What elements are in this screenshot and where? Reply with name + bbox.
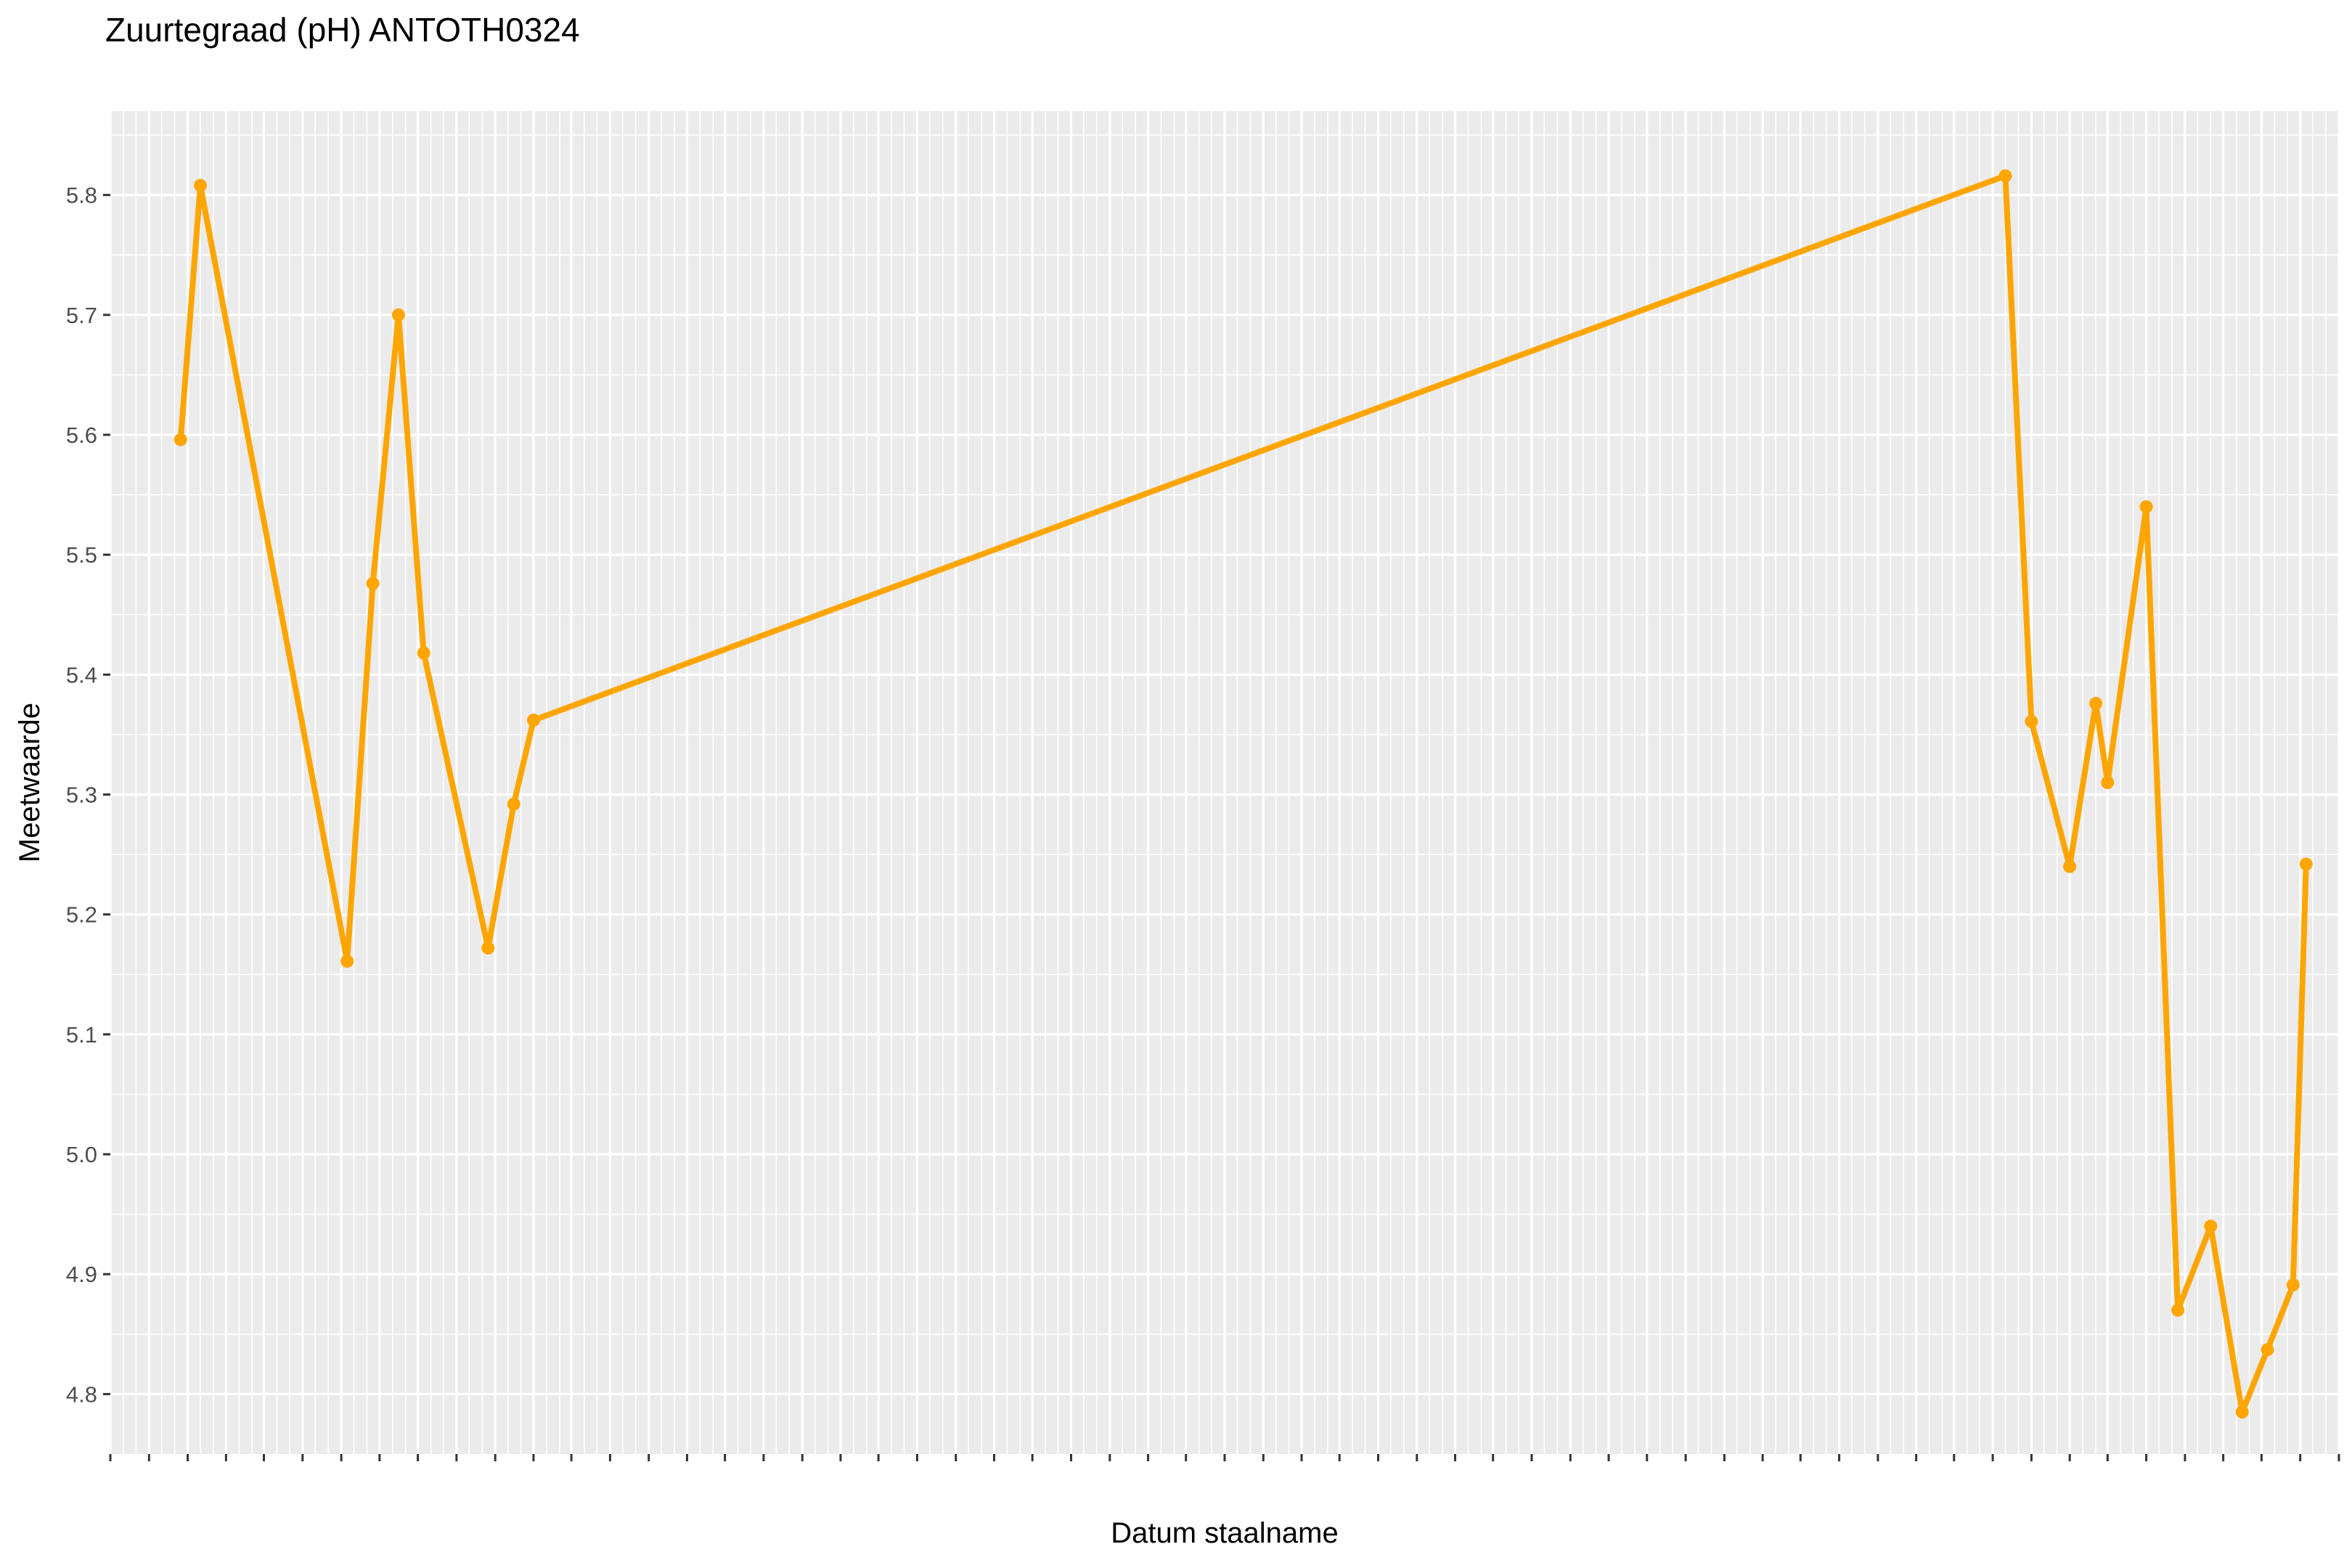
y-tick-label: 5.6 (66, 422, 97, 448)
x-axis-title: Datum staalname (1111, 1517, 1338, 1549)
data-point (194, 179, 208, 192)
y-tick-label: 5.2 (66, 902, 97, 928)
data-point (2139, 500, 2153, 514)
y-axis-title: Meetwaarde (14, 703, 46, 862)
data-point (1998, 169, 2012, 183)
chart-title: Zuurtegraad (pH) ANTOTH0324 (105, 11, 580, 49)
data-point (366, 576, 380, 590)
data-point (391, 308, 405, 322)
data-point (2063, 859, 2077, 873)
series-layer (173, 169, 2313, 1419)
data-point (2299, 857, 2313, 871)
x-axis (109, 1454, 2340, 1461)
data-point (481, 941, 495, 955)
y-axis: 4.8 4.9 5.0 5.1 5.2 5.3 5.4 5.5 5.6 5.7 5.8 (66, 183, 110, 1407)
data-point (2171, 1303, 2185, 1317)
data-point (2286, 1278, 2300, 1292)
y-tick-label: 5.3 (66, 783, 97, 808)
y-tick-label: 4.8 (66, 1381, 97, 1407)
y-tick-label: 5.7 (66, 303, 97, 328)
data-point (507, 797, 520, 811)
data-point (340, 955, 354, 968)
data-point (2261, 1343, 2274, 1357)
y-tick-label: 5.4 (66, 662, 97, 687)
y-tick-label: 5.1 (66, 1022, 97, 1048)
data-point (2101, 776, 2115, 789)
data-point (417, 646, 430, 660)
y-tick-label: 4.9 (66, 1262, 97, 1287)
data-point (2089, 696, 2103, 710)
y-tick-label: 5.0 (66, 1142, 97, 1167)
data-point (2235, 1405, 2249, 1419)
data-point (526, 714, 540, 727)
y-tick-label: 5.8 (66, 183, 97, 208)
grid-major-x (109, 111, 2340, 1454)
data-point (2025, 714, 2038, 728)
data-point (173, 433, 187, 446)
data-point (2204, 1220, 2218, 1233)
y-tick-label: 5.5 (66, 542, 97, 568)
